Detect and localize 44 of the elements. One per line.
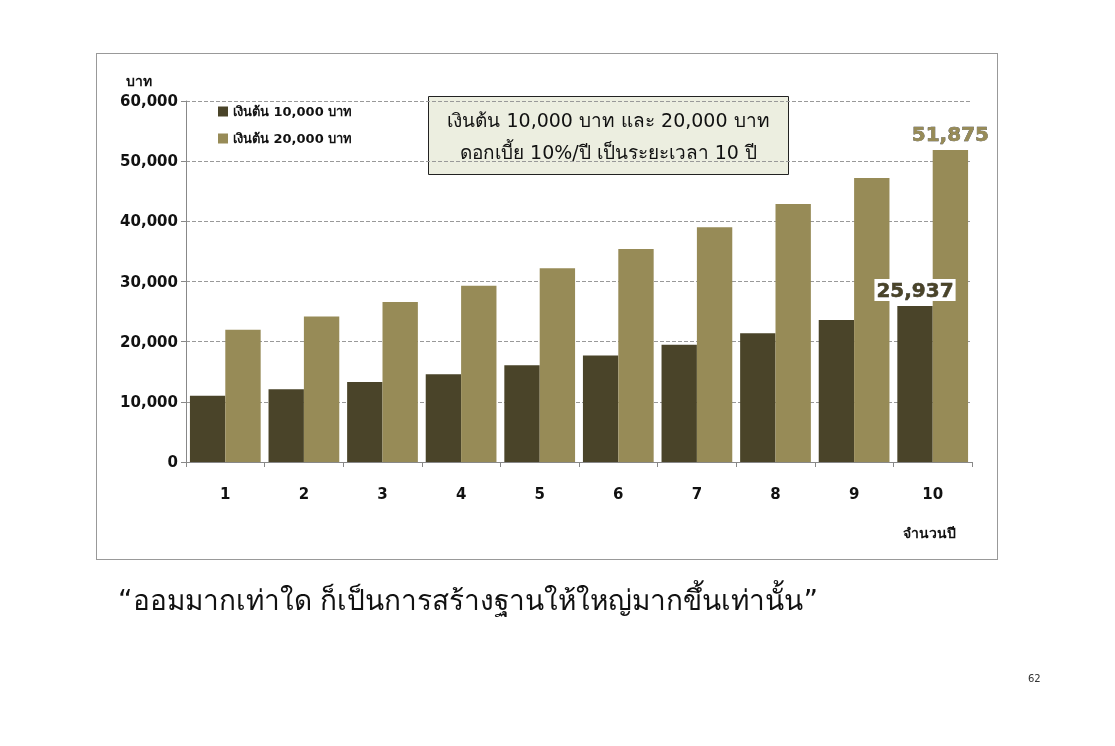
x-tick-label: 4 bbox=[455, 484, 467, 503]
text: “ออมมากเท่าใด ก็เป็นการสร้างฐานให้ใหญ่มากขึ้นเท่านั้น” bbox=[118, 579, 818, 617]
bar bbox=[740, 333, 776, 462]
text: 62 bbox=[1028, 672, 1041, 684]
y-tick-label: 10,000 bbox=[120, 392, 178, 411]
data-label: 51,875 bbox=[911, 121, 989, 146]
x-tick-label: 9 bbox=[848, 484, 860, 503]
y-tick-label: 0 bbox=[167, 453, 178, 471]
bar bbox=[504, 365, 540, 462]
legend-label: เงินต้น 10,000 บาท bbox=[233, 104, 353, 119]
x-tick-label: 2 bbox=[298, 484, 310, 503]
bar bbox=[661, 344, 697, 462]
bar bbox=[696, 227, 733, 462]
bar bbox=[268, 389, 304, 462]
x-tick-label: 1 bbox=[220, 484, 231, 503]
bar bbox=[818, 320, 855, 462]
annotation: เงินต้น 10,000 บาท และ 20,000 บาท ดอกเบี้ย 10%/ปี เป็นระยะเวลา 10 ปี bbox=[447, 108, 770, 163]
bar bbox=[347, 381, 383, 462]
x-tick-label: 6 bbox=[613, 484, 624, 503]
x-axis-title: จำนวนปี bbox=[903, 525, 956, 541]
bar bbox=[382, 301, 418, 462]
x-tick-label: 10 bbox=[922, 484, 944, 503]
data-label: 25,937 bbox=[876, 277, 954, 302]
x-tick-label: 8 bbox=[770, 484, 781, 503]
bar bbox=[582, 355, 619, 462]
bar bbox=[775, 203, 811, 462]
y-tick-label: 60,000 bbox=[120, 92, 178, 110]
x-tick-label: 3 bbox=[377, 484, 388, 503]
bar bbox=[618, 249, 654, 462]
bar bbox=[539, 268, 576, 462]
bar bbox=[425, 374, 462, 462]
bar bbox=[897, 305, 933, 462]
bar bbox=[461, 285, 497, 462]
y-axis-title: บาท bbox=[126, 73, 152, 89]
y-tick-label: 40,000 bbox=[120, 212, 178, 231]
bar bbox=[225, 329, 261, 462]
x-tick-label: 5 bbox=[534, 484, 545, 503]
x-tick-label: 7 bbox=[691, 484, 703, 503]
bar bbox=[303, 316, 340, 462]
y-tick-label: 50,000 bbox=[120, 152, 178, 171]
bar bbox=[189, 395, 226, 462]
y-tick-label: 20,000 bbox=[120, 332, 178, 351]
legend-label: เงินต้น 20,000 บาท bbox=[233, 131, 353, 146]
y-tick-label: 30,000 bbox=[120, 272, 178, 291]
